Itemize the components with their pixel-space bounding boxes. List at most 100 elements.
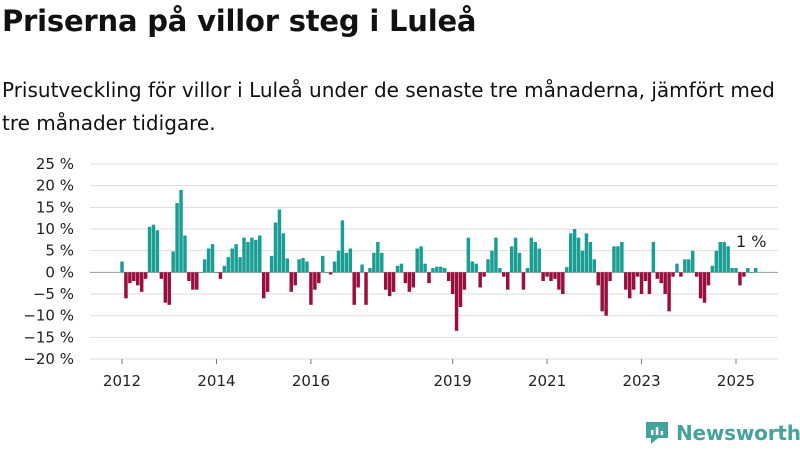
bar [600, 272, 604, 312]
bar [509, 246, 514, 273]
bar [258, 235, 262, 273]
bar [454, 272, 459, 331]
y-tick-label: −15 % [23, 328, 74, 346]
y-tick-label: 0 % [45, 263, 74, 281]
bar [242, 237, 246, 273]
bar [415, 248, 419, 273]
bar [317, 272, 321, 284]
bar [128, 272, 132, 284]
bar [195, 272, 199, 290]
bar [293, 272, 297, 286]
latest-value-label: 1 % [736, 232, 766, 251]
bar [624, 272, 628, 290]
y-tick-label: 20 % [36, 177, 74, 195]
bar [462, 272, 467, 290]
bar [553, 272, 557, 279]
bar [470, 261, 475, 273]
bar [206, 248, 211, 273]
bar [647, 272, 652, 294]
bar [372, 252, 376, 273]
bar [667, 272, 671, 312]
y-tick-label: 15 % [36, 198, 74, 216]
bar [423, 263, 427, 273]
bar [391, 272, 396, 292]
bar [502, 272, 506, 277]
annotations: 1 % [736, 232, 766, 251]
bar [529, 237, 534, 273]
bar [671, 272, 675, 277]
chart-title: Priserna på villor steg i Luleå [2, 4, 477, 38]
y-axis-labels: 25 % 20 % 15 % 10 % 5 % 0 % −5 % −10 % −15 % −20 … [23, 155, 74, 368]
bar [364, 272, 368, 305]
bar [403, 272, 408, 284]
bar [490, 250, 494, 273]
bar [411, 272, 415, 288]
bar [505, 272, 510, 290]
x-tick-label: 2019 [434, 372, 472, 390]
bar [431, 268, 435, 273]
bar [627, 272, 632, 299]
bar [541, 272, 545, 281]
bar [427, 272, 431, 284]
bar [226, 257, 231, 273]
bar [336, 250, 341, 273]
bar [639, 272, 644, 294]
bar [395, 265, 400, 273]
bar [143, 272, 148, 279]
y-tick-label: −5 % [33, 285, 74, 303]
bar [549, 272, 553, 281]
bar [698, 272, 703, 299]
bar [572, 229, 577, 273]
bar [533, 242, 538, 273]
bar [289, 272, 293, 292]
x-tick-label: 2012 [103, 372, 141, 390]
bar [269, 255, 274, 273]
bar [474, 263, 478, 273]
bar [380, 252, 384, 273]
bar [261, 272, 266, 299]
bar [132, 272, 136, 281]
bar [482, 272, 486, 277]
bar [254, 239, 258, 273]
bar [344, 252, 349, 273]
bar [191, 272, 195, 290]
bar [356, 272, 360, 288]
bar [690, 250, 695, 273]
bar [376, 242, 380, 273]
bar [246, 242, 250, 273]
bar [679, 272, 683, 277]
bar [124, 272, 128, 299]
bar [399, 263, 404, 273]
bar [120, 261, 124, 273]
bar [604, 272, 608, 316]
brand-logo: Newsworthy [644, 420, 800, 446]
bar [230, 248, 234, 273]
bar [659, 272, 663, 284]
bar [592, 259, 597, 273]
bar [478, 272, 482, 288]
bar [584, 233, 589, 273]
newsworthy-logo-icon [646, 422, 668, 444]
bar [348, 248, 353, 273]
bar [285, 258, 290, 273]
y-tick-label: 10 % [36, 220, 74, 238]
bar [466, 237, 471, 273]
x-tick-label: 2021 [528, 372, 566, 390]
bar [710, 265, 715, 273]
bar [238, 257, 242, 273]
bar [631, 272, 636, 290]
bar [151, 224, 156, 273]
bar [175, 203, 179, 273]
bar [494, 237, 498, 273]
bar [683, 259, 687, 273]
bar [620, 242, 624, 273]
bar [250, 237, 254, 273]
bar [537, 248, 541, 273]
bar [305, 261, 309, 273]
bar [309, 272, 313, 305]
bar [616, 246, 620, 273]
bar [183, 235, 187, 273]
bar [694, 272, 699, 277]
bar [328, 272, 333, 275]
